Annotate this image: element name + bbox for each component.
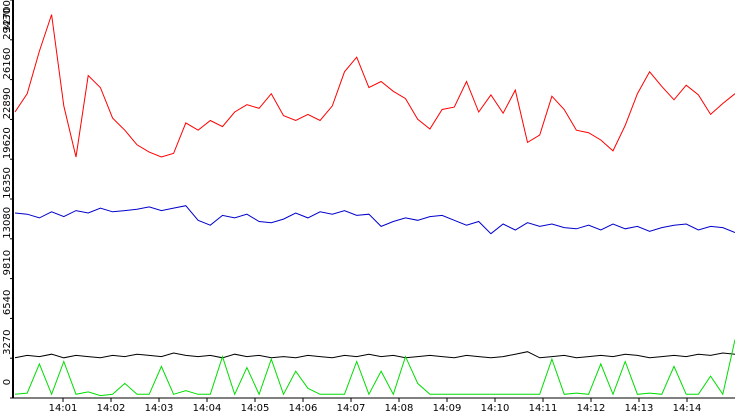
x-tick-label: 14:04 — [193, 403, 222, 414]
series-line — [14, 205, 735, 235]
y-tick-label: 29430 — [2, 8, 13, 40]
y-tick-label: 6540 — [2, 290, 13, 315]
y-tick-label: 19620 — [2, 127, 13, 159]
x-tick-label: 14:03 — [145, 403, 174, 414]
x-tick-label: 14:07 — [337, 403, 366, 414]
y-tick-label: 3270 — [2, 329, 13, 354]
x-tick-label: 14:09 — [433, 403, 462, 414]
y-tick-label: 16350 — [2, 167, 13, 199]
x-tick-label: 14:11 — [529, 403, 558, 414]
y-tick-label: 13080 — [2, 207, 13, 239]
y-tick-label: 26160 — [2, 48, 13, 80]
y-tick-label: 22890 — [2, 87, 13, 119]
x-tick-label: 14:14 — [673, 403, 702, 414]
series-line — [14, 351, 735, 359]
x-tick-label: 14:08 — [385, 403, 414, 414]
y-tick-label: 32700 — [2, 0, 13, 32]
x-tick-label: 14:12 — [577, 403, 606, 414]
x-tick-label: 14:05 — [241, 403, 270, 414]
series-line — [14, 339, 735, 397]
y-tick-label: 0 — [2, 379, 13, 385]
y-tick-label: 9810 — [2, 250, 13, 275]
x-tick-label: 14:13 — [625, 403, 654, 414]
x-tick-label: 14:06 — [289, 403, 318, 414]
x-tick-label: 14:01 — [49, 403, 78, 414]
series-line — [14, 14, 735, 158]
x-tick-label: 14:10 — [481, 403, 510, 414]
x-tick-label: 14:02 — [97, 403, 126, 414]
